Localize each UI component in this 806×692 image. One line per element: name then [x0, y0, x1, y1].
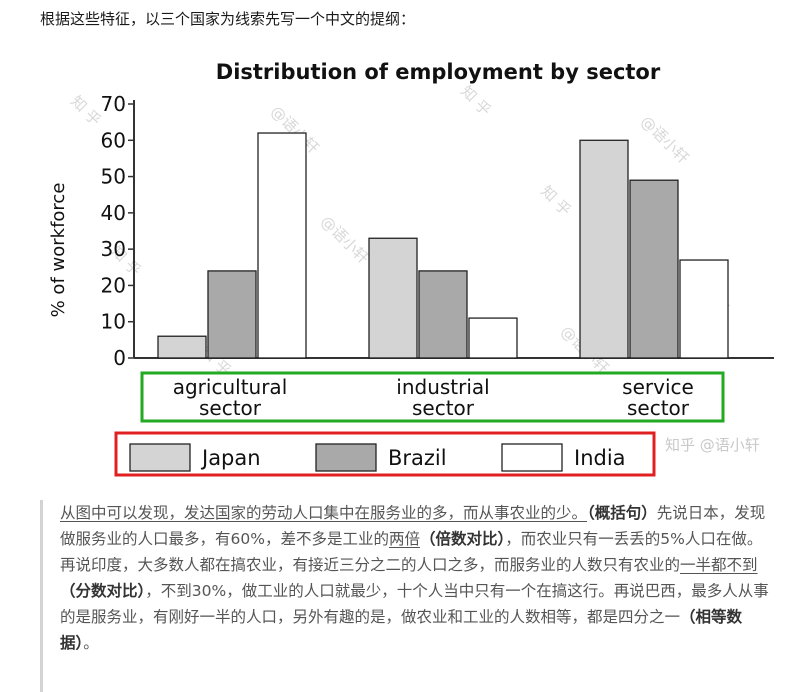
annotation-summary: （概括句）: [587, 504, 657, 522]
text-span: 。: [83, 634, 99, 652]
bar-japan-1: [368, 237, 418, 359]
intro-text: 根据这些特征，以三个国家为线索先写一个中文的提纲：: [40, 10, 416, 28]
y-tick-label: 40: [101, 201, 126, 225]
category-label: industrial: [396, 375, 489, 399]
legend-label-japan: Japan: [200, 446, 261, 470]
category-labels: agriculturalsectorindustrialsectorservic…: [173, 375, 694, 420]
y-tick-label: 50: [101, 165, 126, 189]
watermark-text: @语小轩: [637, 112, 692, 167]
category-label: sector: [627, 396, 690, 420]
bar-india-0: [257, 132, 307, 359]
legend: Japan Brazil India: [129, 443, 626, 472]
y-axis-label: % of workforce: [48, 183, 69, 318]
category-label: agricultural: [173, 375, 288, 399]
bar-brazil-1: [418, 270, 468, 359]
category-box: [140, 371, 725, 423]
paragraph-1: 从图中可以发现，发达国家的劳动人口集中在服务业的多，而从事农业的少。（概括句）先…: [60, 500, 780, 552]
bar-japan-2: [579, 139, 629, 359]
y-tick-label: 30: [101, 237, 126, 261]
summary-sentence: 从图中可以发现，发达国家的劳动人口集中在服务业的多，而从事农业的少。: [60, 504, 588, 522]
annotation-fraction: （分数对比）: [60, 582, 146, 600]
watermark-corner: 知乎 @语小轩: [665, 436, 760, 454]
text-span: 再说印度，大多数人都在搞农业，有接近三分之二的人口之多，而服务业的人数只有农业的: [60, 556, 681, 574]
watermark-text: @语小轩: [317, 212, 372, 267]
category-label: sector: [412, 396, 475, 420]
text-span: ，不到30%，做工业的人口就最少，十个人当中只有一个在搞这行。再说巴西，最多人从…: [60, 582, 769, 626]
category-label: sector: [199, 396, 262, 420]
y-tick-label: 10: [101, 310, 126, 334]
text-span: ，而农业只有一丢丢的5%人口在做。: [505, 530, 763, 548]
watermark-text: 知 乎: [67, 92, 104, 129]
legend-label-brazil: Brazil: [388, 446, 447, 470]
bar-india-2: [679, 259, 729, 359]
bar-brazil-2: [629, 179, 679, 359]
legend-label-india: India: [574, 446, 626, 470]
y-tick-label: 20: [101, 273, 126, 297]
chart-title: Distribution of employment by sector: [216, 60, 661, 84]
annotation-equal: （相等数据）: [60, 608, 743, 652]
y-tick-label: 70: [101, 92, 126, 116]
text-span: 先说日本，发现做服务业的人口最多，有60%，差不多是工业的: [60, 504, 766, 548]
paragraph-2: 再说印度，大多数人都在搞农业，有接近三分之二的人口之多，而服务业的人数只有农业的…: [60, 552, 780, 656]
watermark-text: 知 乎: [457, 82, 494, 119]
bar-india-1: [468, 317, 518, 359]
category-label: service: [622, 375, 694, 399]
analysis-blockquote: 从图中可以发现，发达国家的劳动人口集中在服务业的多，而从事农业的少。（概括句）先…: [40, 500, 780, 692]
bar-brazil-0: [207, 270, 257, 359]
highlight-less-than-half: 一半都不到: [680, 556, 758, 574]
legend-swatch-brazil: [315, 443, 377, 472]
y-tick-label: 0: [113, 346, 126, 370]
legend-swatch-india: [501, 443, 563, 472]
highlight-twice: 两倍: [388, 530, 420, 548]
legend-swatch-japan: [129, 443, 191, 472]
legend-box: [114, 431, 656, 477]
y-tick-label: 60: [101, 128, 126, 152]
annotation-multiple: （倍数对比）: [419, 530, 506, 548]
bar-japan-0: [157, 335, 207, 359]
watermark-text: 知 乎: [537, 182, 574, 219]
bars: [157, 132, 729, 359]
